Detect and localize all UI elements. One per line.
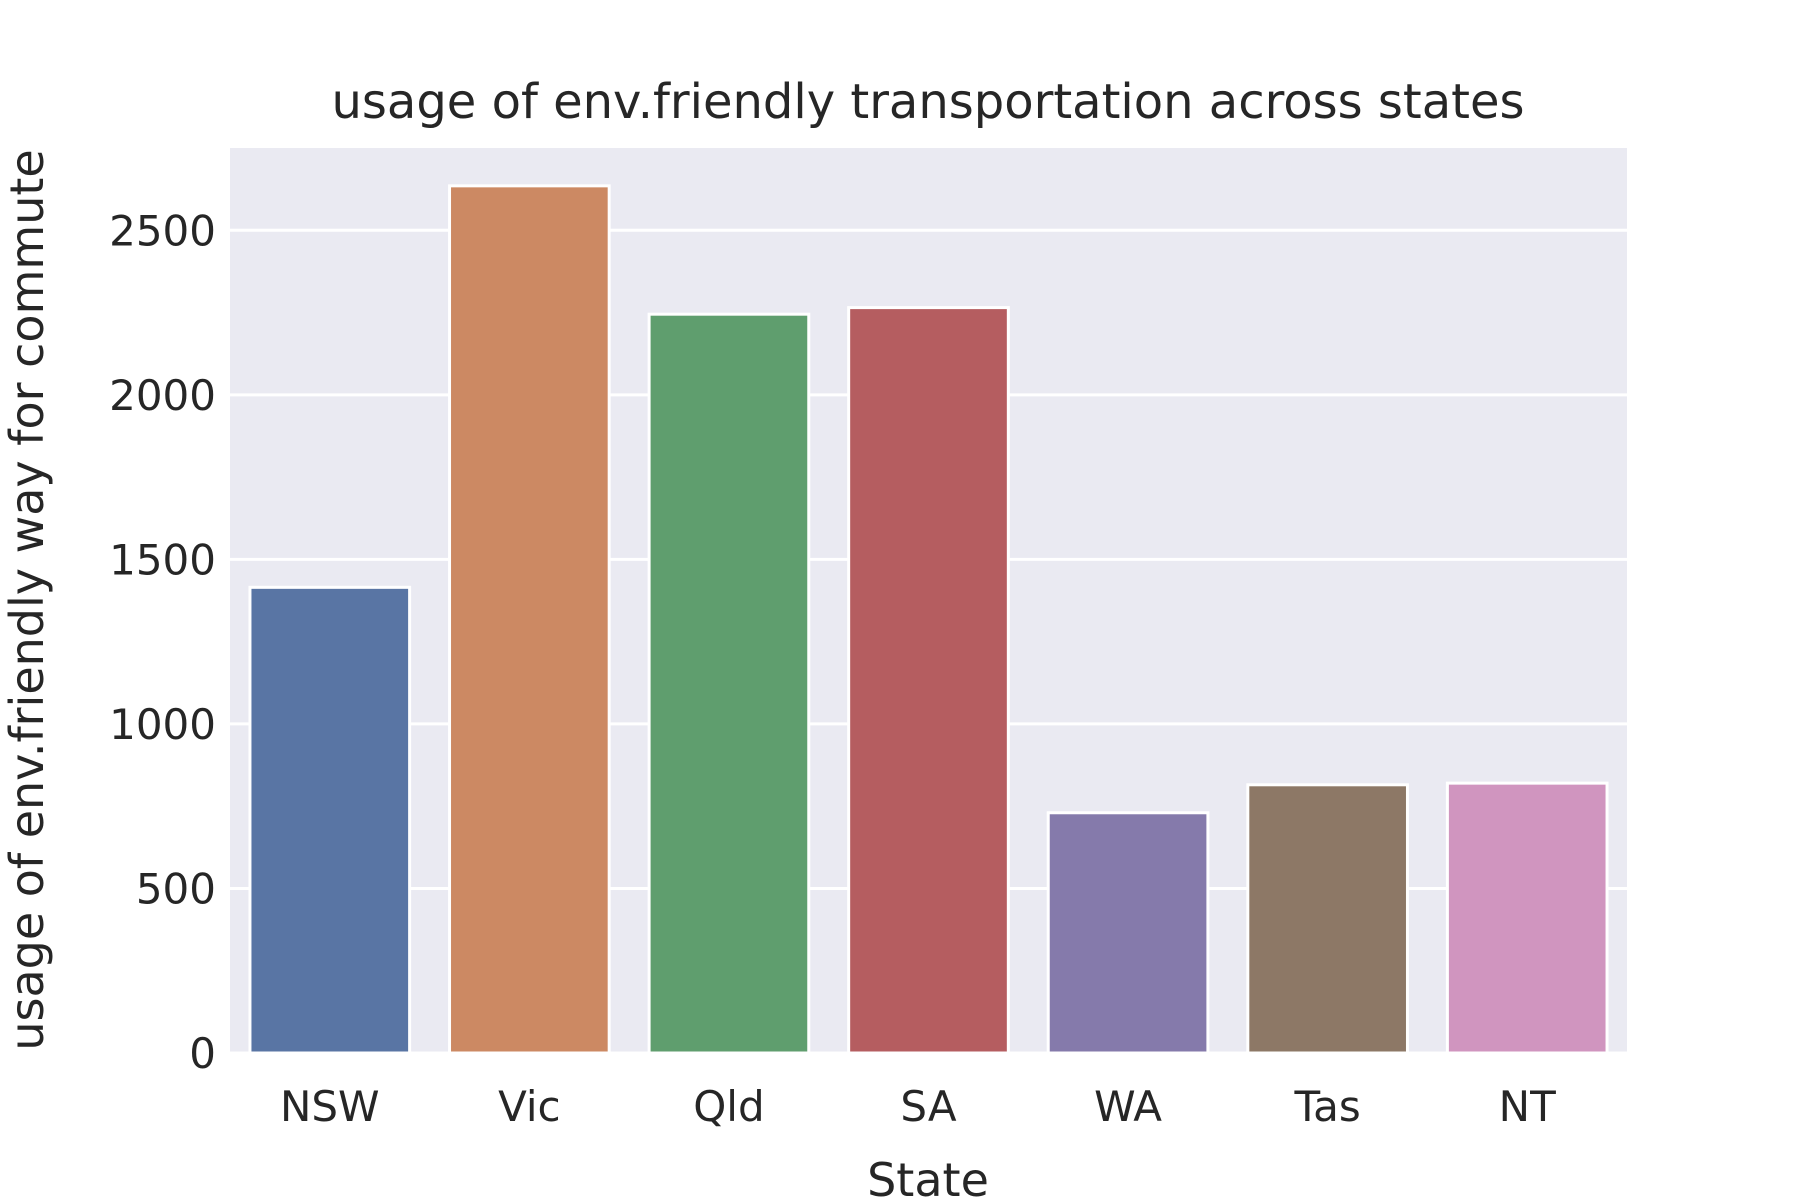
chart-title: usage of env.friendly transportation acr…: [331, 74, 1524, 130]
y-tick-label: 1000: [109, 700, 216, 749]
y-tick-label: 1500: [109, 535, 216, 584]
x-tick-label-sa: SA: [900, 1082, 956, 1131]
bars: [248, 184, 1609, 1055]
x-tick-label-vic: Vic: [498, 1082, 561, 1131]
y-tick-label: 2000: [109, 371, 216, 420]
bar-sa: [847, 306, 1010, 1055]
bar-tas: [1246, 783, 1409, 1055]
y-tick-labels: 0 500 1000 1500 2000 2500: [109, 206, 216, 1078]
x-tick-label-nsw: NSW: [280, 1082, 380, 1131]
x-tick-label-wa: WA: [1094, 1082, 1162, 1131]
bar-nsw: [248, 585, 412, 1055]
x-tick-labels: NSW Vic Qld SA WA Tas NT: [280, 1082, 1556, 1131]
x-axis-label: State: [867, 1153, 989, 1200]
x-tick-label-qld: Qld: [693, 1082, 764, 1131]
y-tick-label: 0: [189, 1029, 216, 1078]
bar-vic: [448, 184, 611, 1055]
x-tick-label-tas: Tas: [1293, 1082, 1360, 1131]
x-tick-label-nt: NT: [1499, 1082, 1556, 1131]
y-axis-label: usage of env.friendly way for commute: [0, 149, 54, 1050]
y-tick-label: 2500: [109, 206, 216, 255]
bar-wa: [1046, 811, 1210, 1055]
bar-nt: [1445, 781, 1609, 1055]
y-tick-label: 500: [136, 864, 216, 913]
bar-qld: [647, 312, 811, 1055]
